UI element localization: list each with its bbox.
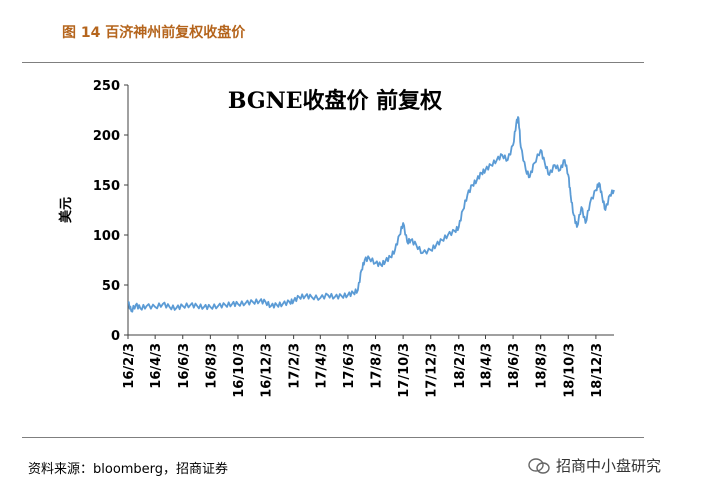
x-tick-label: 16/4/3 bbox=[149, 343, 164, 389]
x-tick-label: 17/8/3 bbox=[370, 343, 385, 389]
x-tick-label: 16/6/3 bbox=[177, 343, 192, 389]
y-axis-label: 美元 bbox=[58, 197, 74, 223]
x-tick-label: 16/12/3 bbox=[260, 343, 275, 398]
x-tick-label: 17/6/3 bbox=[342, 343, 357, 389]
x-tick-label: 18/10/3 bbox=[562, 343, 577, 398]
brand-mark: 招商中小盘研究 bbox=[528, 455, 661, 476]
y-tick-label: 150 bbox=[93, 179, 120, 194]
x-tick-label: 17/4/3 bbox=[314, 343, 329, 389]
bottom-divider bbox=[22, 437, 644, 438]
chart-axes bbox=[127, 85, 614, 336]
source-note: 资料来源：bloomberg，招商证券 bbox=[28, 462, 229, 477]
x-tick-label: 17/10/3 bbox=[397, 343, 412, 398]
chart-ticks: 0 50 100 150 200 250 16/2/3 16/4/3 16/6/3 16/8/3 1… bbox=[93, 79, 605, 398]
y-tick-label: 250 bbox=[93, 79, 120, 94]
x-tick-label: 18/2/3 bbox=[453, 343, 468, 389]
top-divider bbox=[22, 62, 644, 63]
y-tick-label: 100 bbox=[93, 229, 120, 244]
x-tick-label: 16/2/3 bbox=[122, 343, 137, 389]
y-tick-label: 50 bbox=[102, 279, 120, 294]
x-tick-label: 18/8/3 bbox=[535, 343, 550, 389]
x-tick-label: 16/8/3 bbox=[204, 343, 219, 389]
line-chart: 0 50 100 150 200 250 16/2/3 16/4/3 16/6/3 16/8/3 1… bbox=[58, 79, 615, 398]
x-tick-label: 16/10/3 bbox=[232, 343, 247, 398]
figure-caption: 图 14 百济神州前复权收盘价 bbox=[62, 25, 246, 41]
y-tick-label: 0 bbox=[111, 329, 120, 344]
x-tick-label: 18/4/3 bbox=[479, 343, 494, 389]
chart-series bbox=[127, 116, 615, 313]
x-tick-label: 17/2/3 bbox=[288, 343, 303, 389]
series-line bbox=[127, 116, 615, 313]
y-tick-label: 200 bbox=[93, 129, 120, 144]
brand-label: 招商中小盘研究 bbox=[556, 457, 662, 475]
wechat-icon bbox=[528, 457, 550, 474]
x-tick-label: 18/6/3 bbox=[507, 343, 522, 389]
x-tick-label: 18/12/3 bbox=[590, 343, 605, 398]
chart-title: BGNE收盘价 前复权 bbox=[228, 88, 443, 114]
x-tick-label: 17/12/3 bbox=[425, 343, 440, 398]
